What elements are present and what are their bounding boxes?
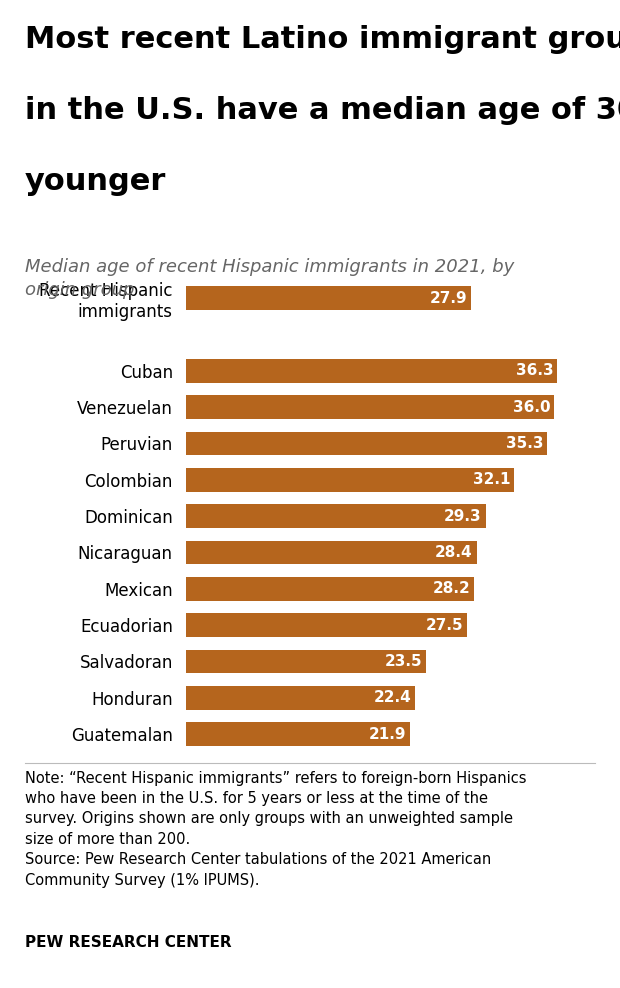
Text: 23.5: 23.5 [384, 654, 422, 669]
Text: 28.2: 28.2 [433, 581, 471, 596]
Text: PEW RESEARCH CENTER: PEW RESEARCH CENTER [25, 936, 231, 950]
Text: 29.3: 29.3 [444, 509, 482, 524]
Bar [186, 468, 515, 492]
Bar [186, 614, 467, 637]
Text: 27.5: 27.5 [425, 618, 463, 632]
Bar [186, 359, 557, 382]
Bar [186, 504, 485, 528]
Bar [186, 287, 471, 310]
Text: 36.3: 36.3 [516, 364, 553, 378]
Text: Median age of recent Hispanic immigrants in 2021, by
origin group: Median age of recent Hispanic immigrants… [25, 258, 514, 299]
Text: Note: “Recent Hispanic immigrants” refers to foreign-born Hispanics
who have bee: Note: “Recent Hispanic immigrants” refer… [25, 771, 526, 887]
Text: 27.9: 27.9 [430, 290, 467, 305]
Text: 21.9: 21.9 [368, 726, 406, 742]
Bar [186, 395, 554, 419]
Text: 28.4: 28.4 [435, 545, 472, 560]
Text: younger: younger [25, 167, 166, 196]
Text: 32.1: 32.1 [473, 472, 510, 487]
Bar [186, 722, 410, 746]
Text: 35.3: 35.3 [505, 436, 543, 451]
Bar [186, 649, 427, 673]
Text: in the U.S. have a median age of 30 or: in the U.S. have a median age of 30 or [25, 96, 620, 124]
Text: Most recent Latino immigrant groups: Most recent Latino immigrant groups [25, 25, 620, 53]
Bar [186, 432, 547, 455]
Bar [186, 577, 474, 601]
Bar [186, 540, 477, 564]
Text: 36.0: 36.0 [513, 399, 550, 415]
Bar [186, 686, 415, 709]
Text: 22.4: 22.4 [373, 691, 411, 705]
